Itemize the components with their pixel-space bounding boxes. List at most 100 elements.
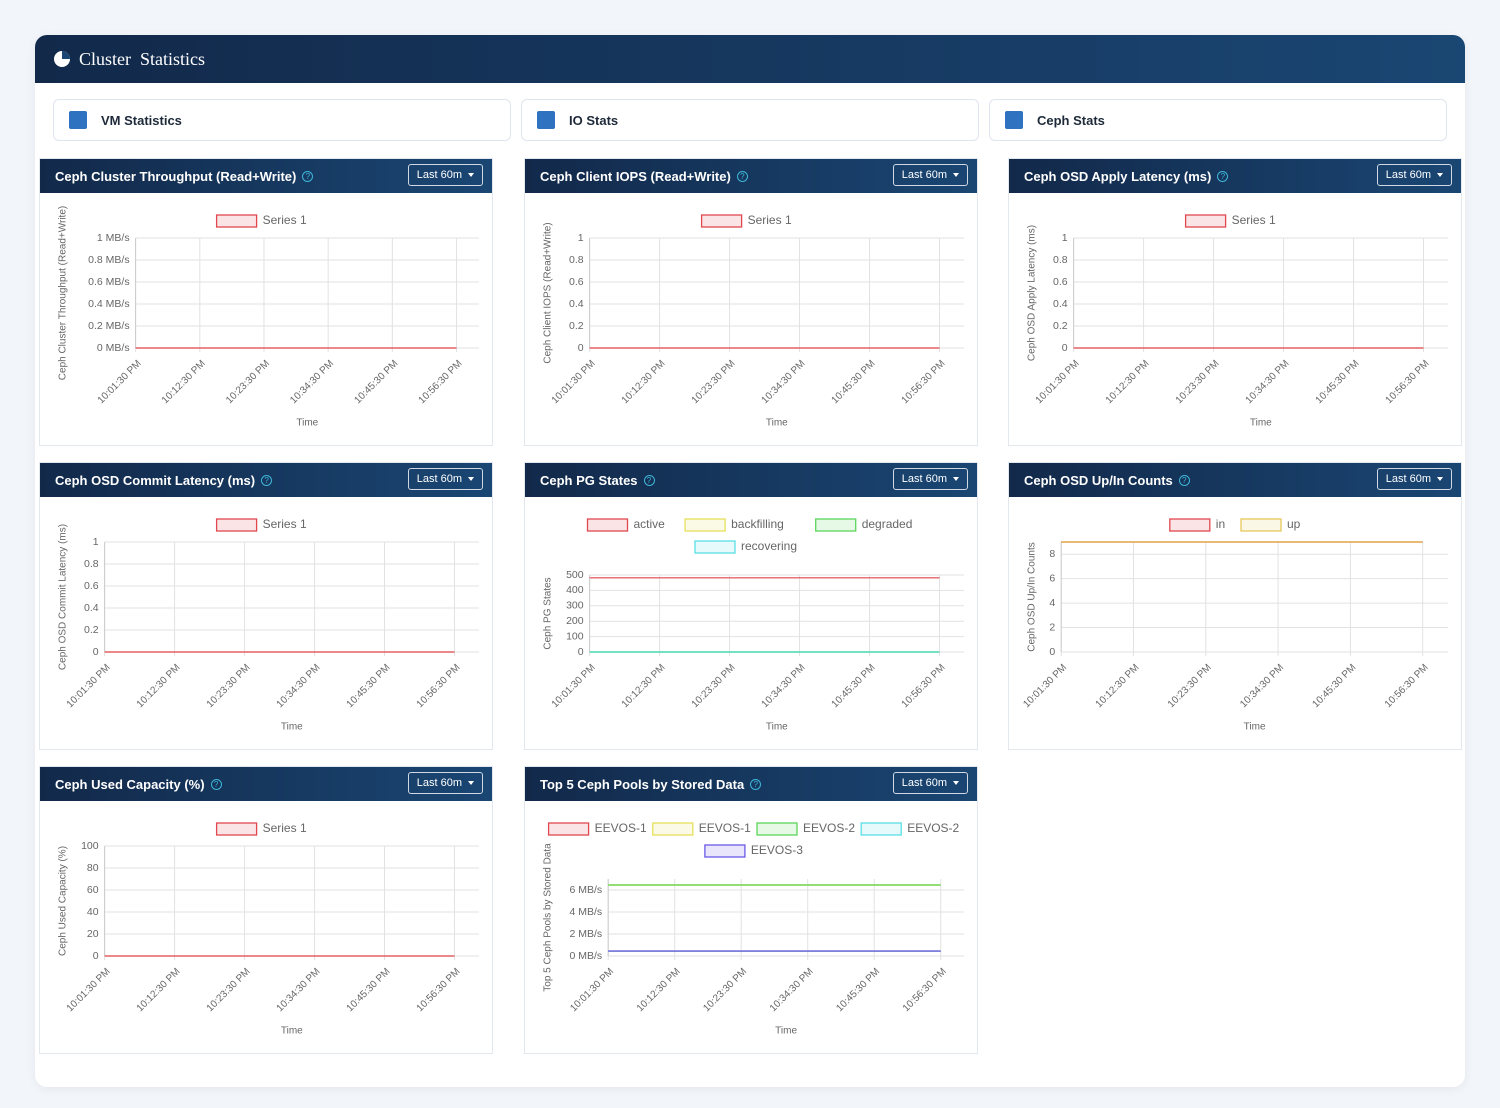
y-tick-label: 300 bbox=[566, 600, 584, 612]
legend-swatch bbox=[694, 540, 736, 554]
y-tick-label: 0.8 bbox=[1053, 254, 1068, 266]
legend-label: EEVOS-2 bbox=[803, 821, 855, 835]
range-dropdown[interactable]: Last 60m bbox=[892, 164, 968, 186]
panel-title: Ceph OSD Apply Latency (ms) bbox=[1024, 168, 1212, 184]
y-tick-label: 4 bbox=[1049, 597, 1055, 609]
y-tick-label: 0 bbox=[1049, 646, 1055, 658]
range-dropdown[interactable]: Last 60m bbox=[1376, 164, 1452, 186]
y-tick-label: 0.2 bbox=[569, 320, 584, 332]
pie-icon bbox=[54, 51, 70, 67]
x-tick-label: 10:34:30 PM bbox=[760, 358, 808, 406]
y-tick-label: 100 bbox=[81, 840, 99, 852]
legend-label: backfilling bbox=[731, 517, 784, 531]
range-dropdown[interactable]: Last 60m bbox=[1376, 468, 1452, 490]
x-tick-label: 10:45:30 PM bbox=[1314, 358, 1362, 406]
y-tick-label: 1 bbox=[1062, 232, 1068, 244]
legend-swatch bbox=[704, 844, 746, 858]
y-tick-label: 0.6 MB/s bbox=[88, 276, 129, 288]
panel-title: Ceph Client IOPS (Read+Write) bbox=[540, 168, 731, 184]
legend-label: EEVOS-1 bbox=[595, 821, 647, 835]
x-axis-label: Time bbox=[1250, 418, 1272, 429]
range-dropdown[interactable]: Last 60m bbox=[407, 772, 483, 794]
x-axis-label: Time bbox=[766, 722, 788, 733]
chart-panel: Ceph Client IOPS (Read+Write)? Last 60m Se… bbox=[524, 158, 978, 446]
legend-label: Series 1 bbox=[263, 213, 307, 227]
x-tick-label: 10:01:30 PM bbox=[65, 662, 113, 710]
legend-swatch bbox=[215, 518, 258, 532]
tab[interactable]: VM Statistics bbox=[53, 99, 511, 141]
x-tick-label: 10:56:30 PM bbox=[900, 662, 948, 710]
x-tick-label: 10:12:30 PM bbox=[1104, 358, 1152, 406]
tab-label[interactable]: Ceph Stats bbox=[1037, 112, 1105, 128]
y-tick-label: 1 bbox=[578, 232, 584, 244]
y-tick-label: 0.4 bbox=[1053, 298, 1068, 310]
x-tick-label: 10:34:30 PM bbox=[1244, 358, 1292, 406]
legend-swatch bbox=[547, 822, 590, 836]
tab[interactable]: Ceph Stats bbox=[989, 99, 1447, 141]
x-tick-label: 10:01:30 PM bbox=[550, 662, 598, 710]
legend-swatch bbox=[860, 822, 902, 836]
panel-header: Ceph Used Capacity (%)? Last 60m bbox=[40, 767, 492, 801]
tab-label[interactable]: IO Stats bbox=[569, 112, 619, 128]
help-icon: ? bbox=[750, 778, 762, 790]
panel-header: Top 5 Ceph Pools by Stored Data? Last 60m bbox=[525, 767, 977, 801]
y-axis-label: Ceph Client IOPS (Read+Write) bbox=[543, 222, 554, 363]
chart: active backfilling degraded recovering Ceph … bbox=[543, 517, 964, 733]
y-tick-label: 0 MB/s bbox=[97, 342, 130, 354]
y-tick-label: 0.8 MB/s bbox=[88, 254, 129, 266]
y-axis-label: Ceph OSD Commit Latency (ms) bbox=[58, 524, 69, 670]
y-tick-label: 6 bbox=[1049, 572, 1055, 584]
chart: Series 1 Ceph Client IOPS (Read+Write) 0 0.… bbox=[543, 213, 964, 429]
y-tick-label: 0 bbox=[93, 950, 99, 962]
help-icon: ? bbox=[643, 474, 655, 486]
x-tick-label: 10:34:30 PM bbox=[1238, 662, 1286, 710]
legend-swatch bbox=[652, 822, 694, 836]
x-tick-label: 10:12:30 PM bbox=[635, 966, 683, 1014]
x-tick-label: 10:56:30 PM bbox=[415, 662, 463, 710]
range-dropdown[interactable]: Last 60m bbox=[407, 468, 483, 490]
x-tick-label: 10:34:30 PM bbox=[768, 966, 816, 1014]
chart: Series 1 Ceph OSD Commit Latency (ms) 0 0.2… bbox=[58, 517, 479, 733]
x-tick-label: 10:45:30 PM bbox=[345, 662, 393, 710]
legend-swatch bbox=[1240, 518, 1282, 532]
chart-panel: Ceph OSD Up/In Counts? Last 60m in up Ceph O… bbox=[1008, 462, 1462, 750]
legend-label: Series 1 bbox=[748, 213, 792, 227]
x-tick-label: 10:23:30 PM bbox=[205, 662, 253, 710]
x-tick-label: 10:23:30 PM bbox=[701, 966, 749, 1014]
x-tick-label: 10:56:30 PM bbox=[1384, 358, 1432, 406]
chart: Series 1 Ceph Cluster Throughput (Read+Wr… bbox=[58, 206, 479, 429]
x-axis-label: Time bbox=[766, 418, 788, 429]
x-tick-label: 10:12:30 PM bbox=[620, 358, 668, 406]
x-tick-label: 10:56:30 PM bbox=[417, 358, 465, 406]
x-axis-label: Time bbox=[1244, 722, 1266, 733]
legend-label: EEVOS-2 bbox=[907, 821, 959, 835]
panel-title: Ceph Used Capacity (%) bbox=[55, 776, 205, 792]
range-dropdown[interactable]: Last 60m bbox=[892, 772, 968, 794]
x-tick-label: 10:23:30 PM bbox=[205, 966, 253, 1014]
panel-title: Ceph OSD Commit Latency (ms) bbox=[55, 472, 256, 488]
panel-header: Ceph PG States? Last 60m bbox=[525, 463, 977, 497]
y-tick-label: 0.2 bbox=[84, 624, 99, 636]
chart-panel: Top 5 Ceph Pools by Stored Data? Last 60m… bbox=[524, 766, 978, 1054]
chart: Series 1 Ceph Used Capacity (%) 0 20 40 60 80 1… bbox=[58, 821, 479, 1037]
y-tick-label: 0.8 bbox=[569, 254, 584, 266]
tab-label[interactable]: VM Statistics bbox=[101, 112, 182, 128]
x-tick-label: 10:45:30 PM bbox=[345, 966, 393, 1014]
y-tick-label: 1 MB/s bbox=[97, 232, 130, 244]
x-axis-label: Time bbox=[281, 1026, 303, 1037]
y-tick-label: 0 bbox=[578, 342, 584, 354]
y-tick-label: 4 MB/s bbox=[570, 906, 603, 918]
y-tick-label: 0.2 MB/s bbox=[88, 320, 129, 332]
tab[interactable]: IO Stats bbox=[521, 99, 979, 141]
legend-label: degraded bbox=[862, 517, 913, 531]
range-dropdown[interactable]: Last 60m bbox=[407, 164, 483, 186]
legend-swatch bbox=[215, 822, 258, 836]
x-tick-label: 10:23:30 PM bbox=[224, 358, 272, 406]
legend-swatch bbox=[756, 822, 798, 836]
range-dropdown[interactable]: Last 60m bbox=[892, 468, 968, 490]
y-tick-label: 0.4 bbox=[84, 602, 99, 614]
y-tick-label: 0.4 MB/s bbox=[88, 298, 129, 310]
y-axis-label: Ceph PG States bbox=[543, 577, 554, 649]
